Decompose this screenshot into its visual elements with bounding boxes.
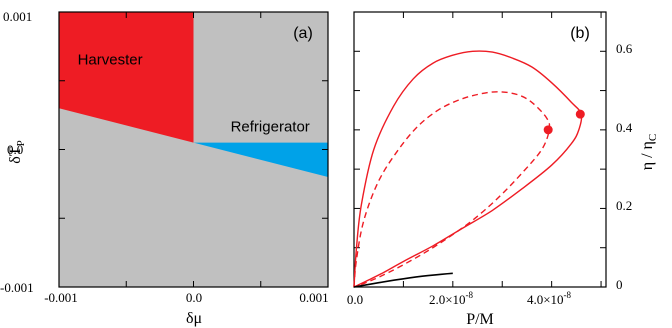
data-point-marker [543, 125, 553, 135]
xtick-label: 4.0×10-8 [527, 290, 572, 307]
region-harvester [59, 12, 194, 143]
y-axis-label-a: δTP [7, 140, 27, 163]
xtick-label: 0.001 [299, 290, 328, 305]
plot-frame-b [353, 11, 607, 288]
ticks-a [58, 11, 329, 288]
xtick-label-exponent: -8 [466, 290, 474, 300]
xtick-label: -0.001 [44, 290, 78, 305]
xtick-label: 0.0 [186, 290, 202, 305]
x-axis-label-a: δμ [186, 310, 202, 327]
panel-label-b: (b) [570, 25, 590, 42]
xtick-label-exponent: -8 [564, 290, 572, 300]
svg-text:η / ηC: η / ηC [639, 134, 659, 171]
ytick-label: 0.0 [7, 142, 23, 157]
ytick-label: 0.001 [3, 9, 32, 24]
region-refrigerator [193, 142, 328, 177]
y-axis-label-b: η / ηC [639, 134, 659, 171]
ytick-label: 0.2 [616, 198, 632, 213]
region-label-harvester: Harvester [78, 51, 143, 68]
region-label-refrigerator: Refrigerator [231, 119, 310, 136]
ticks-b [353, 11, 606, 288]
ytick-label: -0.001 [0, 280, 34, 295]
series-line-2 [353, 272, 453, 288]
series-layer [353, 50, 583, 288]
xtick-label-mantissa: 4.0×10 [527, 292, 564, 307]
ytick-label: 0.4 [616, 120, 633, 135]
xtick-label-mantissa: 2.0×10 [429, 292, 466, 307]
y-axis-label-subscript: P [15, 140, 27, 146]
panel-b: (b) 0.0 2.0×10-8 4.0×10-8 0 0.2 0.4 0.6 … [347, 11, 659, 328]
y-axis-label-subscript: C [647, 134, 659, 141]
series-line-0 [353, 50, 583, 288]
xtick-label: 2.0×10-8 [429, 290, 474, 307]
ytick-label: 0 [616, 277, 623, 292]
x-axis-label-b: P/M [466, 311, 494, 328]
svg-text:δTP: δTP [7, 140, 27, 163]
ytick-label: 0.6 [616, 41, 633, 56]
y-axis-label-main: δT [7, 146, 24, 164]
xtick-label: 0.0 [347, 292, 363, 307]
region-layer [59, 12, 328, 287]
panel-label-a: (a) [293, 25, 313, 42]
data-point-marker [575, 109, 585, 119]
y-axis-label-main: η / η [639, 141, 656, 170]
panel-a: Harvester Refrigerator (a) 0.001 0.0 -0.… [0, 9, 329, 327]
marker-layer [543, 109, 585, 135]
series-line-1 [353, 91, 551, 288]
